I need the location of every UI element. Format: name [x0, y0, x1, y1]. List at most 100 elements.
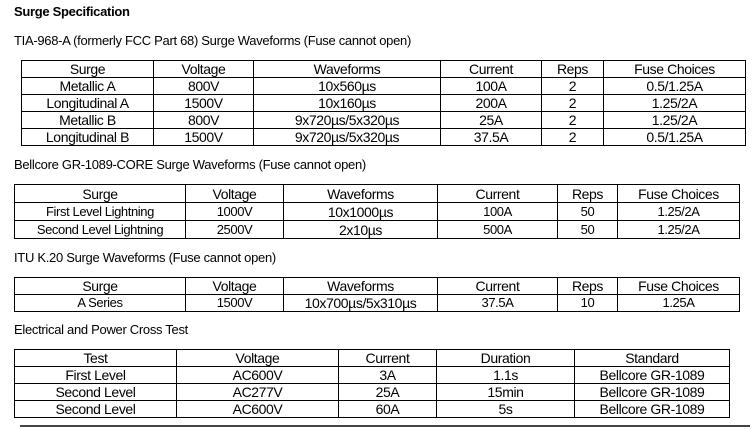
- table-cell: 1500V: [153, 128, 254, 146]
- table-row: Longitudinal A 1500V 10x160µs 200A 2 1.25/2A: [21, 94, 746, 112]
- column-header: Fuse Choices: [617, 277, 740, 295]
- table-cell: 5s: [436, 400, 575, 418]
- table-cell: 1.25/2A: [603, 111, 746, 129]
- column-header: Current: [437, 184, 558, 203]
- table-cell: 9x720µs/5x320µs: [253, 128, 441, 146]
- column-header: Current: [338, 349, 437, 367]
- table-cell: 15min: [436, 383, 575, 401]
- table-row: First Level AC600V 3A 1.1s Bellcore GR-1089: [14, 366, 730, 384]
- table-cell: 25A: [440, 111, 542, 129]
- itu-heading: ITU K.20 Surge Waveforms (Fuse cannot op…: [14, 250, 276, 265]
- table-row: A Series 1500V 10x700µs/5x310µs 37.5A 10 1.25…: [14, 294, 740, 312]
- table-cell: 10x160µs: [253, 94, 441, 112]
- itu-table: Surge Voltage Waveforms Current Reps Fuse Cho…: [14, 277, 740, 312]
- page-title: Surge Specification: [14, 4, 130, 19]
- table-cell: 50: [557, 202, 618, 221]
- table-cell: AC277V: [176, 383, 339, 401]
- table-cell: 3A: [338, 366, 437, 384]
- table-cell: 60A: [338, 400, 437, 418]
- table-row: Second Level AC277V 25A 15min Bellcore GR-10…: [14, 383, 730, 401]
- table-cell: Longitudinal A: [21, 94, 154, 112]
- header-row: Surge Voltage Waveforms Current Reps Fuse Cho…: [14, 277, 740, 295]
- table-cell: 10x700µs/5x310µs: [283, 294, 438, 312]
- table-cell: 800V: [153, 111, 254, 129]
- column-header: Current: [437, 277, 558, 295]
- column-header: Voltage: [185, 184, 284, 203]
- table-cell: 0.5/1.25A: [603, 128, 746, 146]
- table-cell: 10x1000µs: [283, 202, 438, 221]
- column-header: Current: [440, 60, 542, 78]
- table-cell: 9x720µs/5x320µs: [253, 111, 441, 129]
- table-cell: 37.5A: [440, 128, 542, 146]
- column-header: Waveforms: [283, 184, 438, 203]
- table-cell: 37.5A: [437, 294, 558, 312]
- header-row: Surge Voltage Waveforms Current Reps Fuse Cho…: [14, 184, 740, 203]
- table-cell: 1.25/2A: [617, 220, 740, 239]
- table-cell: 100A: [437, 202, 558, 221]
- table-cell: 2500V: [185, 220, 284, 239]
- table-cell: 2: [541, 94, 604, 112]
- table-cell: 50: [557, 220, 618, 239]
- table-cell: Second Level Lightning: [14, 220, 186, 239]
- table-cell: A Series: [14, 294, 186, 312]
- column-header: Reps: [557, 184, 618, 203]
- table-row: Metallic B 800V 9x720µs/5x320µs 25A 2 1.25/2A: [21, 111, 746, 129]
- table-row: Metallic A 800V 10x560µs 100A 2 0.5/1.25A: [21, 77, 746, 95]
- column-header: Surge: [14, 184, 186, 203]
- table-cell: 0.5/1.25A: [603, 77, 746, 95]
- table-cell: Metallic B: [21, 111, 154, 129]
- column-header: Duration: [436, 349, 575, 367]
- column-header: Waveforms: [283, 277, 438, 295]
- column-header: Voltage: [176, 349, 339, 367]
- table-row: First Level Lightning 1000V 10x1000µs 100A 5…: [14, 202, 740, 221]
- table-cell: Metallic A: [21, 77, 154, 95]
- power-heading: Electrical and Power Cross Test: [14, 322, 188, 337]
- column-header: Test: [14, 349, 177, 367]
- bellcore-table: Surge Voltage Waveforms Current Reps Fuse Cho…: [14, 184, 740, 239]
- column-header: Reps: [541, 60, 604, 78]
- table-cell: AC600V: [176, 366, 339, 384]
- table-cell: 1.1s: [436, 366, 575, 384]
- bottom-rule: [20, 425, 750, 427]
- table-cell: 2: [541, 111, 604, 129]
- table-cell: 1.25/2A: [617, 202, 740, 221]
- table-row: Second Level Lightning 2500V 2x10µs 500A 50 1…: [14, 220, 740, 239]
- table-cell: First Level Lightning: [14, 202, 186, 221]
- column-header: Waveforms: [253, 60, 441, 78]
- table-cell: 1500V: [185, 294, 284, 312]
- table-cell: 1.25A: [617, 294, 740, 312]
- tia-heading: TIA-968-A (formerly FCC Part 68) Surge W…: [14, 33, 412, 48]
- column-header: Reps: [557, 277, 618, 295]
- table-cell: Bellcore GR-1089: [574, 366, 730, 384]
- tia-table: Surge Voltage Waveforms Current Reps Fuse Cho…: [21, 60, 746, 146]
- table-cell: First Level: [14, 366, 177, 384]
- table-cell: AC600V: [176, 400, 339, 418]
- header-row: Surge Voltage Waveforms Current Reps Fuse Cho…: [21, 60, 746, 78]
- table-cell: 1.25/2A: [603, 94, 746, 112]
- table-cell: 2: [541, 77, 604, 95]
- table-cell: 2x10µs: [283, 220, 438, 239]
- table-cell: 1000V: [185, 202, 284, 221]
- table-cell: 200A: [440, 94, 542, 112]
- table-row: Longitudinal B 1500V 9x720µs/5x320µs 37.5A 2…: [21, 128, 746, 146]
- bellcore-heading: Bellcore GR-1089-CORE Surge Waveforms (F…: [14, 157, 366, 172]
- column-header: Fuse Choices: [603, 60, 746, 78]
- table-cell: 1500V: [153, 94, 254, 112]
- table-cell: Bellcore GR-1089: [574, 383, 730, 401]
- table-cell: 800V: [153, 77, 254, 95]
- table-cell: 2: [541, 128, 604, 146]
- column-header: Surge: [14, 277, 186, 295]
- column-header: Voltage: [185, 277, 284, 295]
- table-cell: Second Level: [14, 400, 177, 418]
- table-cell: 10: [557, 294, 618, 312]
- table-cell: Longitudinal B: [21, 128, 154, 146]
- table-cell: Second Level: [14, 383, 177, 401]
- column-header: Standard: [574, 349, 730, 367]
- table-cell: 10x560µs: [253, 77, 441, 95]
- table-cell: 500A: [437, 220, 558, 239]
- column-header: Surge: [21, 60, 154, 78]
- header-row: Test Voltage Current Duration Standard: [14, 349, 730, 367]
- column-header: Voltage: [153, 60, 254, 78]
- table-cell: 100A: [440, 77, 542, 95]
- table-cell: 25A: [338, 383, 437, 401]
